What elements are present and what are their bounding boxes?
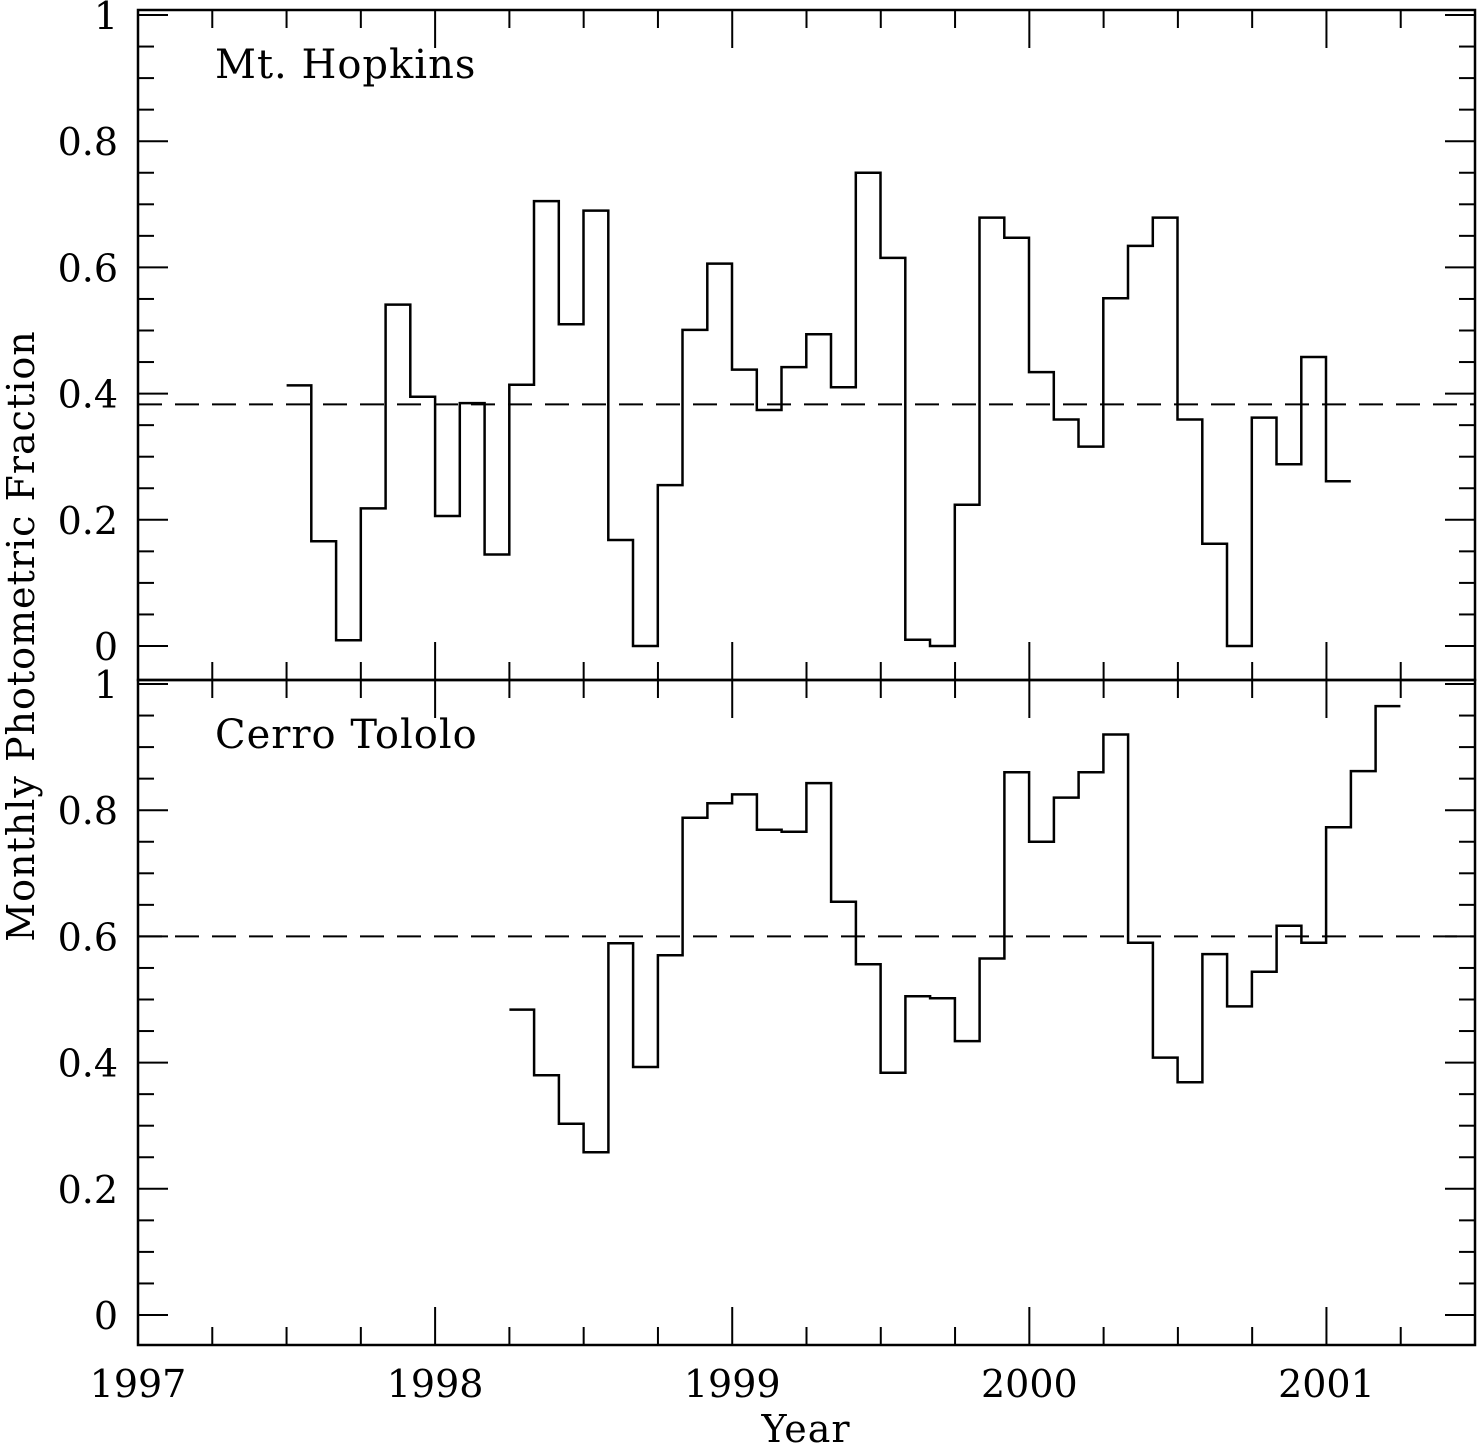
y-tick-label: 0.6 <box>58 246 118 290</box>
x-tick-label: 2000 <box>981 1362 1078 1406</box>
x-tick-label: 1999 <box>684 1362 781 1406</box>
series-step-line <box>509 704 1401 1154</box>
y-tick-label: 0.8 <box>58 789 118 833</box>
y-tick-label: 1 <box>94 0 118 38</box>
x-axis-title: Year <box>760 1407 850 1448</box>
y-tick-label: 1 <box>94 663 118 707</box>
y-tick-label: 0.4 <box>58 1042 118 1086</box>
x-tick-label: 2001 <box>1278 1362 1375 1406</box>
y-tick-label: 0 <box>94 625 118 669</box>
x-tick-label: 1998 <box>387 1362 484 1406</box>
y-tick-label: 0.6 <box>58 915 118 959</box>
y-tick-label: 0.8 <box>58 120 118 164</box>
panel-title: Cerro Tololo <box>215 712 478 758</box>
y-tick-label: 0.2 <box>58 499 118 543</box>
y-tick-label: 0.4 <box>58 373 118 417</box>
panel-frame <box>136 678 1477 1347</box>
y-axis-title: Monthly Photometric Fraction <box>0 330 43 942</box>
y-tick-label: 0.2 <box>58 1168 118 1212</box>
y-tick-label: 0 <box>94 1294 118 1338</box>
x-tick-label: 1997 <box>90 1362 187 1406</box>
panel-title: Mt. Hopkins <box>215 42 476 88</box>
series-step-line <box>286 171 1351 648</box>
